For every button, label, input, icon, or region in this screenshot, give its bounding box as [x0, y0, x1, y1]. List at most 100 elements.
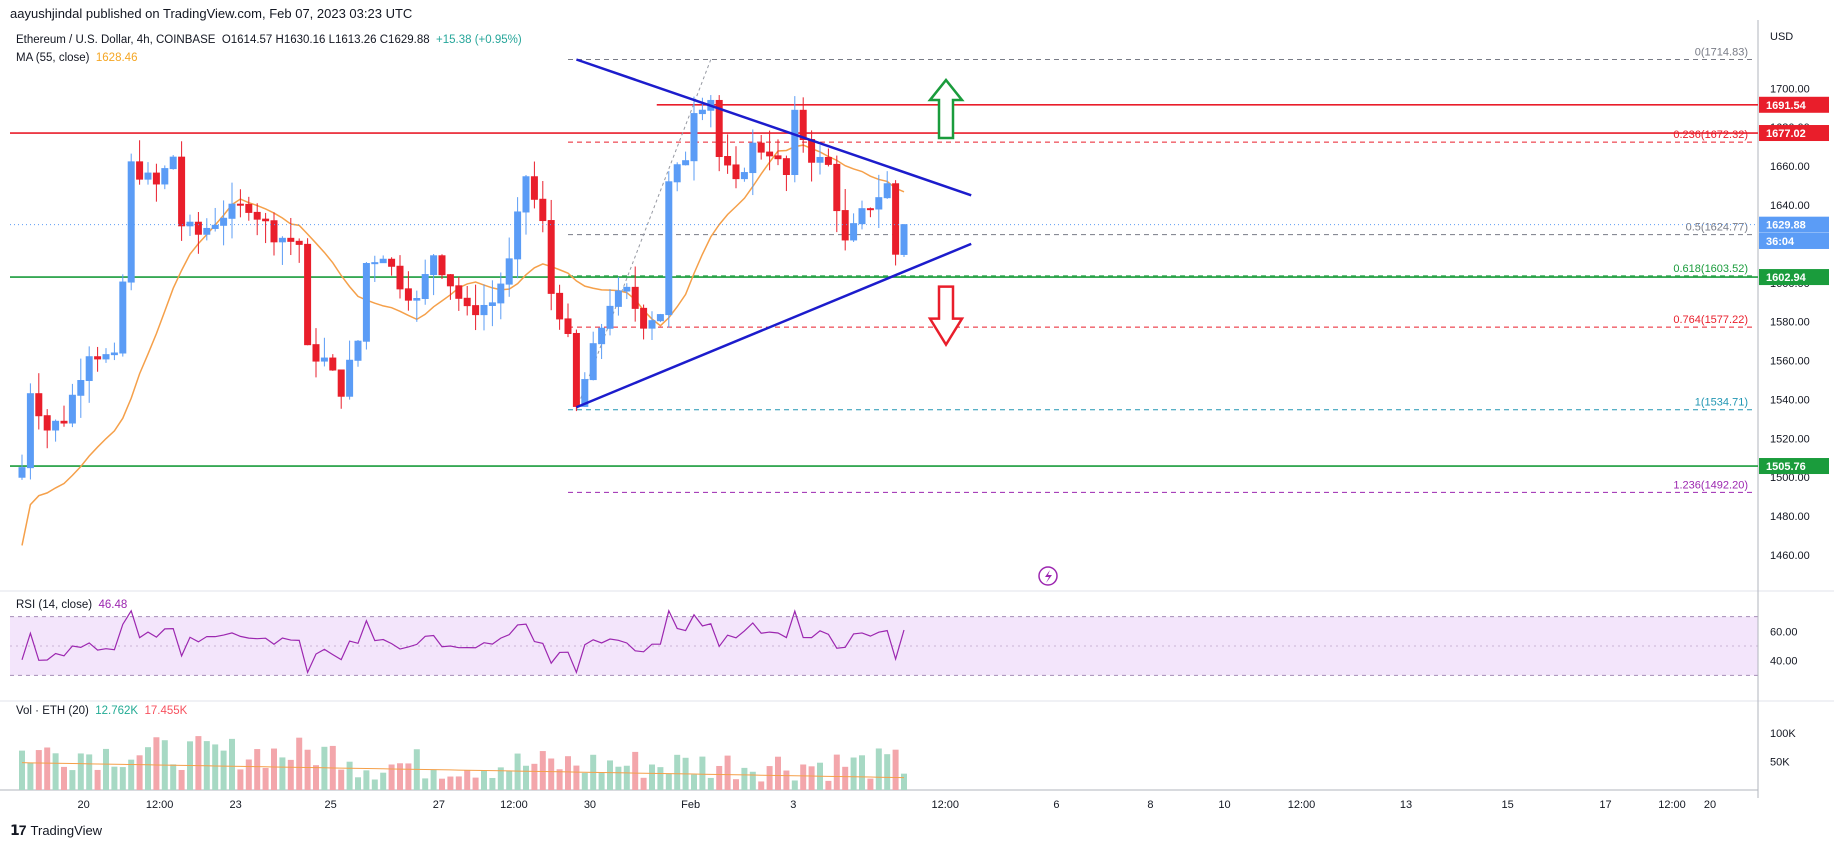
candle-body[interactable] [757, 142, 765, 153]
candle-body[interactable] [43, 415, 51, 431]
candle-body[interactable] [850, 223, 858, 241]
candle-body[interactable] [312, 344, 320, 362]
candle-body[interactable] [673, 164, 681, 183]
candle-body[interactable] [480, 304, 488, 316]
candle-body[interactable] [287, 237, 295, 242]
candle-body[interactable] [698, 109, 706, 115]
candle-body[interactable] [35, 393, 43, 417]
candle-body[interactable] [866, 208, 874, 211]
candle-body[interactable] [740, 172, 748, 180]
candle-body[interactable] [228, 203, 236, 219]
candle-body[interactable] [724, 156, 732, 166]
candle-body[interactable] [530, 176, 538, 200]
candle-body[interactable] [472, 305, 480, 316]
candle-body[interactable] [85, 356, 93, 382]
candle-body[interactable] [18, 467, 26, 478]
candle-body[interactable] [304, 243, 312, 346]
candle-body[interactable] [253, 211, 261, 220]
candle-body[interactable] [388, 258, 396, 267]
candle-body[interactable] [295, 240, 303, 245]
candle-body[interactable] [858, 208, 866, 225]
candle-body[interactable] [169, 156, 177, 170]
candle-body[interactable] [581, 379, 589, 407]
candle-body[interactable] [690, 113, 698, 162]
candle-body[interactable] [547, 220, 555, 294]
candle-body[interactable] [564, 318, 572, 334]
candle-body[interactable] [816, 156, 824, 163]
tradingview-logo[interactable]: 𝟭7 TradingView [10, 822, 102, 839]
candle-body[interactable] [127, 161, 135, 283]
candle-body[interactable] [766, 151, 774, 157]
candle-body[interactable] [598, 327, 606, 345]
candle-body[interactable] [463, 297, 471, 307]
candle-body[interactable] [883, 183, 891, 199]
candle-body[interactable] [329, 357, 337, 371]
candle-body[interactable] [488, 302, 496, 306]
candle-body[interactable] [161, 168, 169, 185]
candle-body[interactable] [539, 198, 547, 222]
candle-body[interactable] [362, 263, 370, 342]
candle-body[interactable] [26, 393, 34, 469]
candle-body[interactable] [892, 183, 900, 255]
candle-body[interactable] [791, 109, 799, 176]
candle-body[interactable] [421, 274, 429, 300]
candle-body[interactable] [413, 298, 421, 301]
candle-body[interactable] [77, 380, 85, 396]
candle-body[interactable] [715, 99, 723, 158]
candle-body[interactable] [824, 156, 832, 165]
candle-body[interactable] [682, 160, 690, 166]
candle-body[interactable] [337, 369, 345, 397]
candle-body[interactable] [606, 305, 614, 329]
candle-body[interactable] [446, 274, 454, 287]
candle-body[interactable] [572, 332, 580, 407]
candle-body[interactable] [875, 197, 883, 210]
candle-body[interactable] [404, 288, 412, 301]
candle-body[interactable] [371, 262, 379, 265]
candle-body[interactable] [278, 237, 286, 243]
candle-body[interactable] [211, 224, 219, 229]
candle-body[interactable] [640, 307, 648, 329]
candle-body[interactable] [354, 340, 362, 361]
candle-body[interactable] [396, 265, 404, 290]
candle-body[interactable] [136, 161, 144, 180]
candle-body[interactable] [455, 285, 463, 299]
candle-body[interactable] [505, 258, 513, 285]
candle-body[interactable] [438, 255, 446, 276]
candle-body[interactable] [110, 352, 118, 356]
candle-body[interactable] [799, 109, 807, 141]
candle-body[interactable] [841, 210, 849, 241]
candle-body[interactable] [262, 218, 270, 222]
candle-body[interactable] [220, 217, 228, 226]
candle-body[interactable] [522, 176, 530, 213]
candle-body[interactable] [152, 172, 160, 185]
candle-body[interactable] [665, 181, 673, 316]
candle-body[interactable] [68, 394, 76, 424]
candle-body[interactable] [236, 203, 244, 206]
candle-body[interactable] [94, 356, 102, 360]
candle-body[interactable] [732, 164, 740, 180]
candle-body[interactable] [430, 255, 438, 276]
candle-body[interactable] [346, 359, 354, 397]
candle-body[interactable] [648, 320, 656, 329]
triangle-trendline[interactable] [575, 242, 972, 409]
candle-body[interactable] [497, 283, 505, 304]
candle-body[interactable] [514, 211, 522, 260]
candle-body[interactable] [833, 163, 841, 212]
candle-body[interactable] [900, 224, 908, 255]
candle-body[interactable] [119, 281, 127, 354]
candle-body[interactable] [178, 156, 186, 227]
candle-body[interactable] [144, 172, 152, 180]
candle-body[interactable] [60, 420, 68, 424]
candle-body[interactable] [203, 227, 211, 235]
candle-body[interactable] [749, 142, 757, 174]
candle-body[interactable] [194, 221, 202, 235]
triangle-trendline[interactable] [575, 58, 972, 197]
candle-body[interactable] [186, 221, 194, 227]
candle-body[interactable] [102, 354, 110, 360]
candle-body[interactable] [656, 314, 664, 322]
candle-body[interactable] [270, 220, 278, 243]
candle-body[interactable] [808, 139, 816, 163]
candle-body[interactable] [589, 343, 597, 381]
candle-body[interactable] [782, 158, 790, 176]
